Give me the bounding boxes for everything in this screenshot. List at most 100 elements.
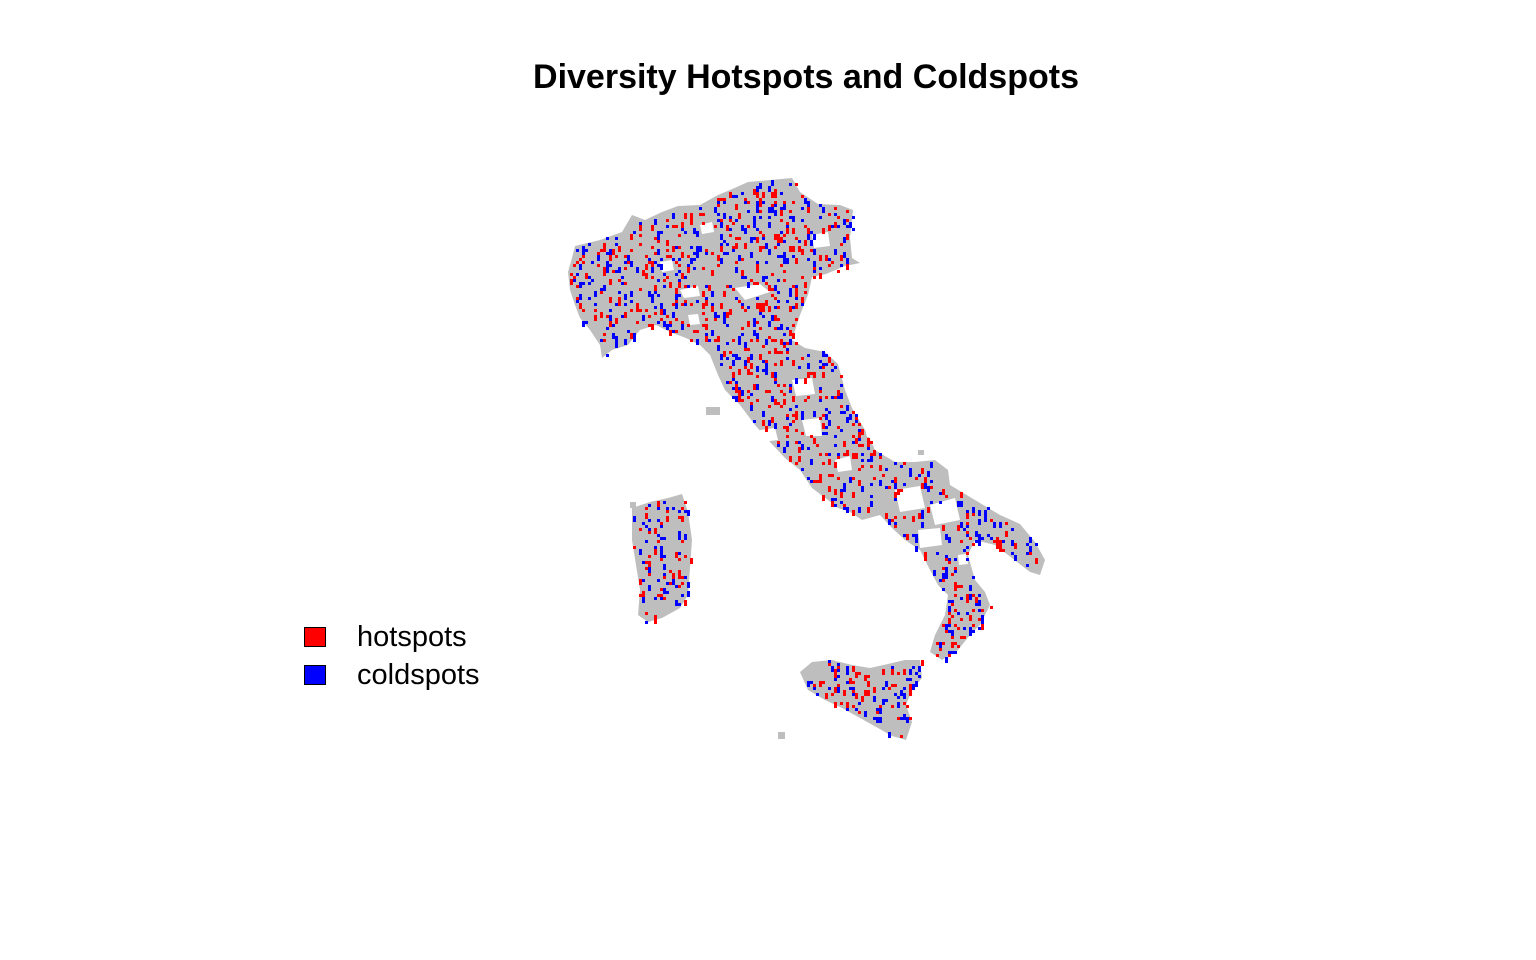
- coldspot-cell: [774, 210, 777, 216]
- hotspot-cell: [834, 672, 837, 678]
- coldspot-cell: [642, 522, 645, 525]
- coldspot-cell: [912, 534, 915, 537]
- hotspot-cell: [765, 426, 768, 432]
- hotspot-cell: [672, 225, 675, 228]
- hotspot-cell: [669, 282, 672, 288]
- coldspot-cell: [948, 606, 951, 612]
- coldspot-cell: [651, 267, 654, 270]
- hotspot-cell: [798, 450, 801, 453]
- coldspot-cell: [678, 534, 681, 540]
- hotspot-cell: [657, 501, 660, 507]
- coldspot-cell: [606, 252, 609, 255]
- coldspot-cell: [765, 261, 768, 264]
- hotspot-cell: [822, 681, 825, 684]
- hotspot-cell: [990, 606, 993, 609]
- coldspot-cell: [888, 732, 891, 738]
- coldspot-cell: [1035, 543, 1038, 546]
- coldspot-cell: [615, 303, 618, 306]
- hotspot-cell: [657, 240, 660, 243]
- hotspot-cell: [666, 510, 669, 513]
- hotspot-cell: [894, 480, 897, 483]
- hotspot-cell: [816, 480, 819, 483]
- hotspot-cell: [951, 636, 954, 639]
- coldspot-cell: [951, 630, 954, 636]
- hotspot-cell: [825, 396, 828, 399]
- coldspot-cell: [732, 195, 735, 198]
- coldspot-cell: [954, 570, 957, 573]
- hotspot-cell: [828, 459, 831, 465]
- coldspot-cell: [744, 342, 747, 348]
- coldspot-cell: [606, 237, 609, 240]
- coldspot-cell: [777, 279, 780, 282]
- hotspot-cell: [921, 468, 924, 474]
- hotspot-cell: [951, 642, 954, 648]
- hotspot-cell: [822, 423, 825, 426]
- coldspot-cell: [627, 330, 630, 333]
- coldspot-cell: [588, 243, 591, 246]
- hotspot-cell: [639, 579, 642, 585]
- hotspot-cell: [819, 681, 822, 687]
- coldspot-cell: [609, 309, 612, 312]
- hotspot-cell: [828, 357, 831, 363]
- coldspot-cell: [696, 300, 699, 303]
- hotspot-cell: [966, 513, 969, 519]
- coldspot-cell: [789, 408, 792, 411]
- hotspot-cell: [867, 681, 870, 687]
- coldspot-cell: [801, 411, 804, 414]
- hotspot-cell: [837, 216, 840, 219]
- hotspot-cell: [747, 225, 750, 228]
- coldspot-cell: [732, 378, 735, 381]
- hotspot-cell: [639, 594, 642, 597]
- coldspot-cell: [723, 318, 726, 321]
- coldspot-cell: [747, 210, 750, 213]
- hotspot-cell: [654, 621, 657, 624]
- hotspot-cell: [636, 321, 639, 324]
- coldspot-cell: [654, 546, 657, 549]
- coldspot-cell: [657, 264, 660, 267]
- hotspot-cell: [804, 225, 807, 228]
- coldspot-cell: [600, 288, 603, 291]
- hotspot-cell: [753, 384, 756, 390]
- coldspot-cell: [657, 249, 660, 255]
- hotspot-cell: [792, 360, 795, 366]
- hotspot-cell: [756, 237, 759, 243]
- hotspot-cell: [837, 390, 840, 393]
- coldspot-cell: [726, 357, 729, 360]
- hotspot-cell: [762, 303, 765, 306]
- coldspot-cell: [828, 411, 831, 414]
- hotspot-cell: [882, 474, 885, 477]
- coldspot-cell: [807, 201, 810, 207]
- coldspot-cell: [663, 573, 666, 576]
- hotspot-cell: [909, 684, 912, 687]
- hotspot-cell: [654, 237, 657, 240]
- hotspot-cell: [807, 228, 810, 234]
- hotspot-cell: [729, 381, 732, 384]
- coldspot-cell: [675, 273, 678, 276]
- hotspot-cell: [648, 315, 651, 318]
- hotspot-cell: [651, 246, 654, 249]
- coldspot-cell: [714, 207, 717, 213]
- hotspot-cell: [711, 252, 714, 255]
- hotspot-cell: [852, 669, 855, 672]
- hotspot-cell: [681, 576, 684, 579]
- hotspot-cell: [942, 489, 945, 495]
- hotspot-cell: [675, 555, 678, 558]
- hotspot-cell: [858, 468, 861, 471]
- coldspot-cell: [849, 477, 852, 483]
- hotspot-cell: [975, 597, 978, 603]
- hotspot-cell: [597, 252, 600, 255]
- coldspot-cell: [801, 219, 804, 222]
- coldspot-cell: [630, 300, 633, 303]
- coldspot-cell: [819, 267, 822, 270]
- coldspot-cell: [606, 327, 609, 330]
- coldspot-cell: [792, 216, 795, 222]
- hotspot-cell: [702, 267, 705, 270]
- coldspot-cell: [756, 297, 759, 300]
- coldspot-cell: [966, 612, 969, 615]
- coldspot-cell: [846, 507, 849, 513]
- coldspot-cell: [666, 591, 669, 594]
- hotspot-cell: [654, 528, 657, 534]
- legend-item-coldspots: coldspots: [304, 656, 480, 694]
- hotspot-cell: [744, 243, 747, 249]
